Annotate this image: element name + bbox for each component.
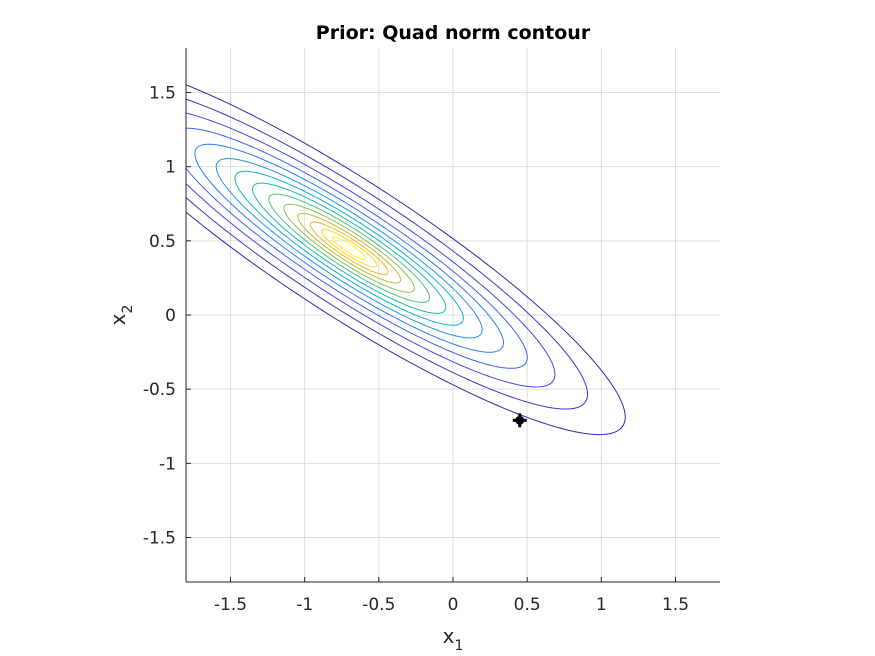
- contour-level-line: [283, 203, 415, 293]
- marker-point: [512, 413, 527, 428]
- y-tick-label: -1.5: [143, 529, 176, 549]
- contour-level-line: [186, 127, 528, 369]
- y-axis-label-sub: 2: [120, 305, 136, 314]
- contour-lines: [186, 84, 626, 436]
- contour-level-line: [332, 236, 366, 260]
- y-tick-label: -1: [159, 454, 176, 474]
- contour-level-line: [268, 193, 430, 303]
- x-tick-label: 1.5: [662, 595, 689, 615]
- x-tick-label: -1.5: [214, 595, 247, 615]
- x-tick-label: -1: [296, 595, 313, 615]
- contour-level-line: [297, 213, 402, 284]
- x-axis-label: x1: [443, 624, 464, 654]
- x-tick-label: 0: [448, 595, 459, 615]
- y-tick-label: 0: [165, 306, 176, 326]
- marker-layer: [512, 413, 527, 428]
- contour-level-line: [186, 98, 589, 410]
- x-tick-label: -0.5: [362, 595, 395, 615]
- contour-level-line: [186, 112, 556, 388]
- contour-level-line: [215, 158, 483, 339]
- contour-level-line: [309, 221, 389, 275]
- y-tick-label: 1: [165, 158, 176, 178]
- contour-level-line: [321, 229, 378, 268]
- contour-level-line: [186, 84, 626, 436]
- contour-level-line: [194, 143, 504, 353]
- y-tick-label: -0.5: [143, 380, 176, 400]
- x-axis-label-sub: 1: [454, 638, 463, 654]
- contour-level-line: [252, 182, 447, 314]
- x-tick-label: 1: [596, 595, 607, 615]
- axis-ticks: -1.5 -1 -0.5 0 0.5 1 1.5 -1.5 -1 -0.5 0 0.5 1 1.5: [143, 84, 689, 616]
- y-axis-label-main: x: [106, 313, 130, 325]
- contour-level-line: [234, 170, 464, 326]
- x-tick-label: 0.5: [514, 595, 541, 615]
- y-tick-label: 1.5: [149, 84, 176, 104]
- x-axis-label-main: x: [443, 624, 455, 648]
- chart-title: Prior: Quad norm contour: [316, 22, 591, 44]
- y-tick-label: 0.5: [149, 232, 176, 252]
- grid-lines: [186, 48, 720, 582]
- y-axis-label: x2: [106, 305, 136, 326]
